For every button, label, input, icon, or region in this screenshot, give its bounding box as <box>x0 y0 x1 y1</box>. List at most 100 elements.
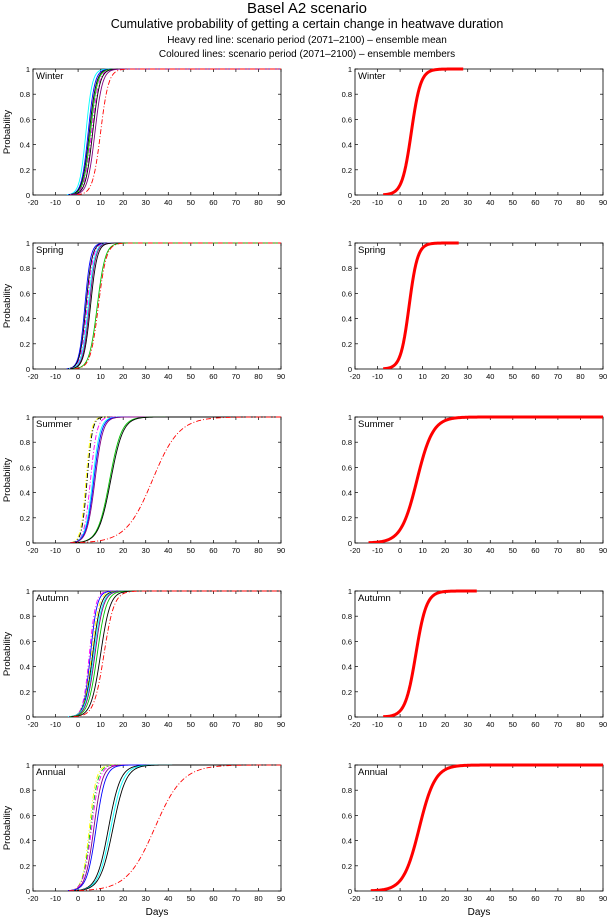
y-tick-label: 1 <box>348 761 352 770</box>
y-tick-label: 0.8 <box>342 438 352 447</box>
x-tick-label: -10 <box>50 894 61 903</box>
y-axis-label: Probability <box>2 632 13 677</box>
x-tick-label: 60 <box>209 546 217 555</box>
ensemble-member-curve-left-spring-0 <box>66 242 281 369</box>
y-tick-label: 0.6 <box>20 463 30 472</box>
ensemble-member-curve-left-autumn-8 <box>73 590 281 717</box>
y-tick-label: 0.2 <box>20 862 30 871</box>
x-tick-label: 10 <box>96 372 104 381</box>
y-tick-label: 0.6 <box>342 115 352 124</box>
x-tick-label: 40 <box>164 546 172 555</box>
page-title: Basel A2 scenario <box>246 0 368 17</box>
x-tick-label: 0 <box>398 720 402 729</box>
x-tick-label: 10 <box>418 720 426 729</box>
x-tick-label: -20 <box>28 546 39 555</box>
x-tick-label: 10 <box>96 720 104 729</box>
y-tick-label: 1 <box>26 761 30 770</box>
x-tick-label: 60 <box>209 720 217 729</box>
page-subtitle: Cumulative probability of getting a cert… <box>110 17 504 31</box>
ensemble-member-curve-left-summer-6 <box>73 416 281 543</box>
x-axis-label: Days <box>146 907 169 918</box>
season-label: Winter <box>358 71 385 82</box>
ensemble-member-curve-left-summer-5 <box>71 416 281 543</box>
y-tick-label: 0.8 <box>20 612 30 621</box>
x-tick-label: 30 <box>464 546 472 555</box>
ensemble-member-curve-left-spring-3 <box>69 242 281 369</box>
x-tick-label: 40 <box>164 894 172 903</box>
x-tick-label: -20 <box>350 720 361 729</box>
y-tick-label: 1 <box>348 65 352 74</box>
y-tick-label: 0 <box>348 365 352 374</box>
y-tick-label: 1 <box>26 587 30 596</box>
x-tick-label: -10 <box>50 198 61 207</box>
x-tick-label: 60 <box>209 894 217 903</box>
ensemble-member-curve-left-spring-5 <box>70 242 281 369</box>
x-tick-label: 30 <box>142 372 150 381</box>
plot-frame-left-autumn <box>32 590 282 718</box>
x-tick-label: 90 <box>277 894 285 903</box>
y-tick-label: 0 <box>26 713 30 722</box>
x-tick-label: 70 <box>554 894 562 903</box>
y-axis-label: Probability <box>2 806 13 851</box>
y-tick-label: 0.4 <box>20 141 30 150</box>
x-tick-label: 90 <box>277 372 285 381</box>
x-tick-label: 20 <box>119 894 127 903</box>
ensemble-member-curve-left-spring-4 <box>70 242 281 369</box>
season-label: Summer <box>358 419 394 430</box>
y-tick-label: 0.2 <box>20 166 30 175</box>
y-tick-label: 0.6 <box>20 115 30 124</box>
x-tick-label: 80 <box>254 198 262 207</box>
ensemble-member-curve-left-winter-5 <box>71 68 281 195</box>
legend-note-mean: Heavy red line: scenario period (2071–21… <box>167 35 447 46</box>
x-tick-label: 40 <box>164 720 172 729</box>
season-label: Autumn <box>36 593 69 604</box>
y-tick-label: 0.4 <box>342 663 352 672</box>
y-axis-label: Probability <box>2 458 13 503</box>
x-tick-label: 90 <box>599 372 607 381</box>
x-tick-label: 70 <box>554 546 562 555</box>
x-tick-label: 20 <box>441 546 449 555</box>
x-tick-label: 20 <box>119 546 127 555</box>
y-tick-label: 0.4 <box>342 837 352 846</box>
y-tick-label: 0 <box>26 887 30 896</box>
y-tick-label: 1 <box>348 587 352 596</box>
y-tick-label: 0 <box>26 365 30 374</box>
y-tick-label: 0.2 <box>342 340 352 349</box>
x-tick-label: 40 <box>164 372 172 381</box>
x-tick-label: 80 <box>576 894 584 903</box>
ensemble-mean-curve-right-spring-0 <box>383 241 459 369</box>
x-tick-label: 50 <box>187 546 195 555</box>
x-tick-label: 40 <box>164 198 172 207</box>
y-tick-label: 0 <box>348 191 352 200</box>
x-tick-label: 90 <box>599 894 607 903</box>
y-tick-label: 0.4 <box>20 315 30 324</box>
x-tick-label: 70 <box>232 372 240 381</box>
x-tick-label: 50 <box>509 720 517 729</box>
x-tick-label: 40 <box>486 198 494 207</box>
x-tick-label: 80 <box>254 546 262 555</box>
x-tick-label: 10 <box>418 894 426 903</box>
x-tick-label: 70 <box>232 720 240 729</box>
x-tick-label: 10 <box>96 546 104 555</box>
season-label: Spring <box>36 245 63 256</box>
x-tick-label: -20 <box>350 372 361 381</box>
x-tick-label: -10 <box>50 720 61 729</box>
ensemble-member-curve-left-spring-6 <box>73 242 281 369</box>
x-tick-label: 0 <box>76 546 80 555</box>
x-axis-label: Days <box>468 907 491 918</box>
y-tick-label: 0 <box>26 539 30 548</box>
x-tick-label: 60 <box>209 372 217 381</box>
legend-note-members: Coloured lines: scenario period (2071–21… <box>158 49 456 60</box>
y-tick-label: 0.2 <box>20 514 30 523</box>
plot-frame-right-summer <box>354 416 604 544</box>
x-tick-label: -10 <box>372 720 383 729</box>
x-tick-label: 0 <box>398 198 402 207</box>
x-tick-label: -20 <box>350 198 361 207</box>
ensemble-member-curve-left-spring-7 <box>74 242 281 369</box>
x-tick-label: 30 <box>142 894 150 903</box>
x-tick-label: 80 <box>576 372 584 381</box>
x-tick-label: 20 <box>441 198 449 207</box>
y-tick-label: 1 <box>26 239 30 248</box>
y-tick-label: 0.8 <box>342 612 352 621</box>
